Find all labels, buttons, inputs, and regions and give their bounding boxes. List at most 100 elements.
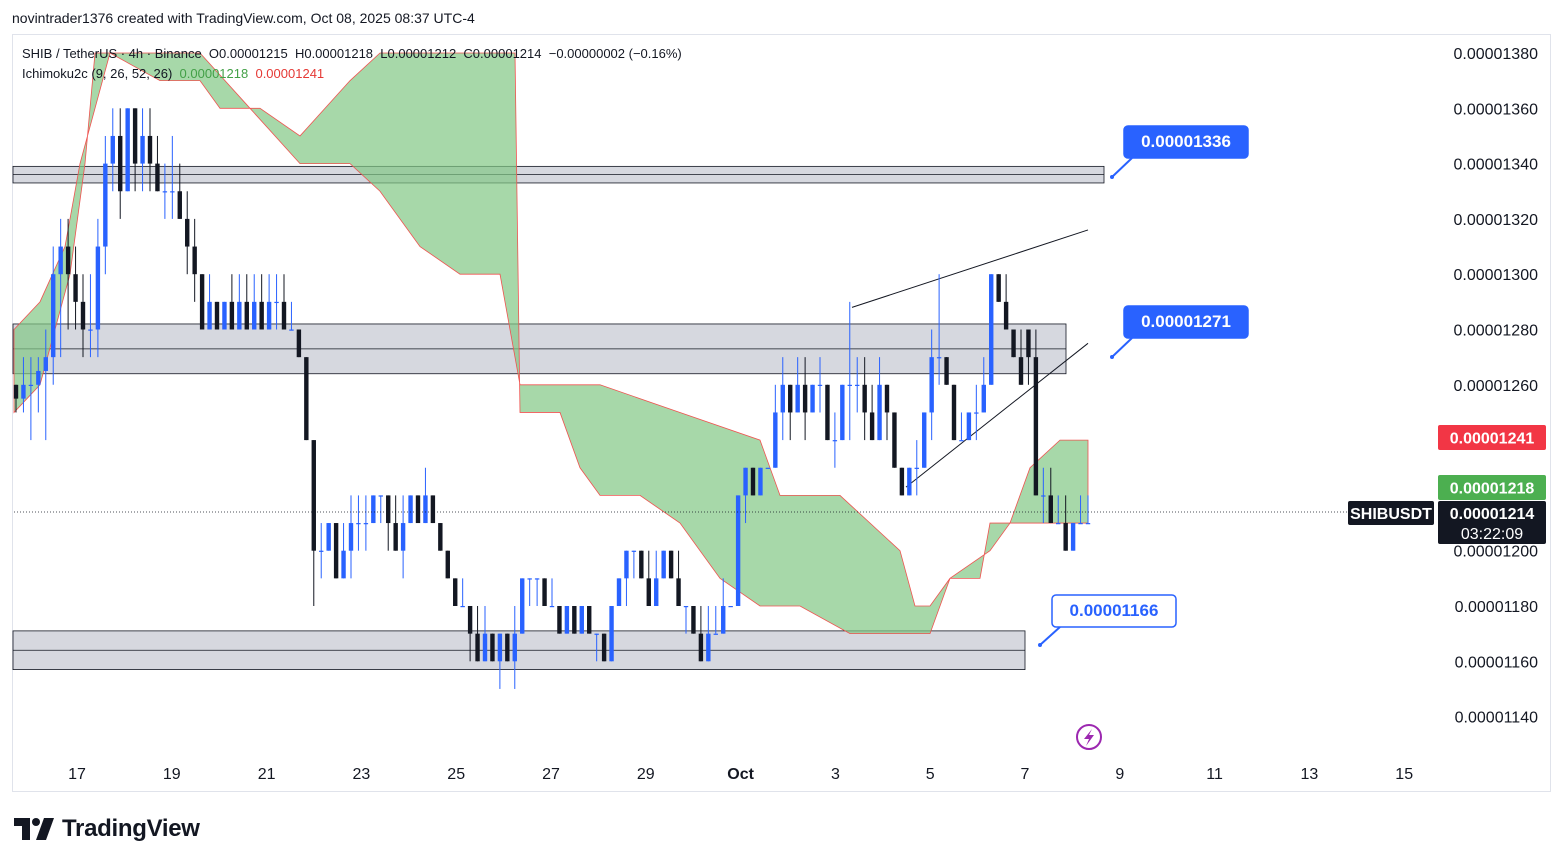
candle-body bbox=[296, 329, 302, 358]
legend-indicator-b: 0.00001241 bbox=[255, 66, 325, 81]
candle-body bbox=[847, 384, 852, 386]
x-tick-label: 19 bbox=[163, 766, 181, 783]
callout-label: 0.00001271 bbox=[1141, 312, 1231, 331]
candle-body bbox=[810, 384, 815, 413]
x-tick-label: 7 bbox=[1021, 766, 1030, 783]
candle-body bbox=[348, 523, 354, 551]
candle-body bbox=[721, 606, 726, 634]
candle-body bbox=[214, 301, 220, 330]
candle-body bbox=[929, 357, 934, 413]
candle-body bbox=[639, 550, 644, 579]
legend-open: O0.00001215 bbox=[208, 46, 288, 61]
candle-body bbox=[706, 633, 711, 662]
candle-body bbox=[378, 495, 383, 497]
callout-anchor bbox=[1110, 175, 1114, 179]
candle-body bbox=[333, 523, 339, 579]
candle-body bbox=[118, 135, 123, 192]
candle-body bbox=[125, 108, 130, 192]
candle-body bbox=[252, 301, 257, 330]
trendlines bbox=[851, 229, 1089, 488]
candle-body bbox=[274, 301, 279, 304]
candle-body bbox=[773, 412, 778, 468]
candle-body bbox=[356, 523, 361, 525]
candle-body bbox=[698, 633, 704, 662]
tradingview-logo-icon bbox=[14, 818, 54, 840]
candle-body bbox=[207, 301, 212, 330]
candle-body bbox=[944, 357, 949, 385]
candle-body bbox=[371, 495, 376, 524]
candle-body bbox=[825, 384, 830, 441]
candle-body bbox=[520, 578, 525, 634]
tradingview-brand[interactable]: TradingView bbox=[14, 815, 200, 843]
candle-body bbox=[989, 274, 994, 385]
ichimoku-cloud-fill bbox=[13, 52, 1089, 635]
candle-body bbox=[140, 135, 145, 164]
candle-body bbox=[765, 467, 771, 469]
wedge-upper-line bbox=[851, 229, 1089, 308]
candle-body bbox=[1011, 329, 1016, 358]
candle-body bbox=[668, 550, 674, 579]
candle-body bbox=[73, 274, 78, 302]
candle-body bbox=[490, 633, 495, 662]
candle-body bbox=[244, 301, 249, 330]
candle-body bbox=[936, 357, 942, 359]
time-axis: 17 19 21 23 25 27 29 Oct 3 5 7 9 11 13 15 bbox=[68, 766, 1413, 783]
candle-body bbox=[966, 412, 972, 441]
candle-body bbox=[758, 467, 763, 496]
candle-body bbox=[624, 550, 629, 579]
candle-body bbox=[415, 495, 421, 524]
candle-body bbox=[460, 606, 465, 608]
bolt-icon[interactable] bbox=[1076, 724, 1102, 750]
candle-body bbox=[58, 246, 63, 275]
candle-body bbox=[832, 440, 838, 442]
candle-body bbox=[229, 301, 235, 330]
chart-legend: SHIB / TetherUS · 4h · Binance O0.000012… bbox=[22, 44, 682, 84]
candle-body bbox=[1026, 329, 1031, 358]
callout-box bbox=[1051, 594, 1177, 628]
candle-body bbox=[691, 606, 696, 634]
candle-body bbox=[467, 606, 473, 634]
candle-body bbox=[527, 578, 532, 580]
candle-body bbox=[646, 578, 651, 606]
candle-body bbox=[21, 384, 26, 399]
candle-body bbox=[103, 163, 108, 247]
candle-body bbox=[869, 412, 875, 441]
callout-anchor bbox=[1110, 355, 1114, 359]
candle-body bbox=[80, 301, 86, 330]
candle-body bbox=[654, 578, 659, 606]
candle-body bbox=[237, 301, 242, 330]
candle-body bbox=[177, 191, 182, 219]
legend-close: C0.00001214 bbox=[463, 46, 542, 61]
candle-body bbox=[996, 274, 1001, 302]
candle-body bbox=[170, 191, 175, 193]
candle-body bbox=[817, 384, 823, 386]
candle-body bbox=[326, 523, 331, 551]
candle-body bbox=[453, 578, 458, 606]
candle-body bbox=[572, 606, 577, 634]
candle-body bbox=[51, 274, 56, 358]
price-label-ichimoku-a-bg bbox=[1438, 475, 1546, 500]
candle-body bbox=[661, 550, 666, 579]
candle-body bbox=[795, 384, 800, 413]
candle-body bbox=[88, 329, 93, 331]
candle-body bbox=[616, 578, 622, 606]
candle-body bbox=[400, 523, 406, 551]
candle-body bbox=[393, 523, 398, 551]
candle-body bbox=[110, 135, 115, 164]
y-tick-label: 0.00001380 bbox=[1453, 46, 1538, 63]
candle-body bbox=[855, 384, 860, 386]
candle-body bbox=[281, 301, 287, 330]
x-tick-label: 27 bbox=[542, 766, 560, 783]
candle-body bbox=[840, 384, 845, 441]
candle-body bbox=[185, 218, 190, 247]
legend-indicator[interactable]: Ichimoku2c (9, 26, 52, 26) bbox=[22, 66, 173, 81]
candle-body bbox=[162, 191, 168, 193]
candle-body bbox=[341, 550, 346, 579]
symbol-label: SHIBUSDT bbox=[1350, 506, 1432, 523]
x-tick-label: 21 bbox=[258, 766, 276, 783]
y-tick-label: 0.00001280 bbox=[1453, 323, 1538, 340]
y-tick-label: 0.00001360 bbox=[1453, 101, 1538, 118]
candle-body bbox=[683, 606, 689, 608]
countdown-label-bg bbox=[1438, 522, 1546, 544]
